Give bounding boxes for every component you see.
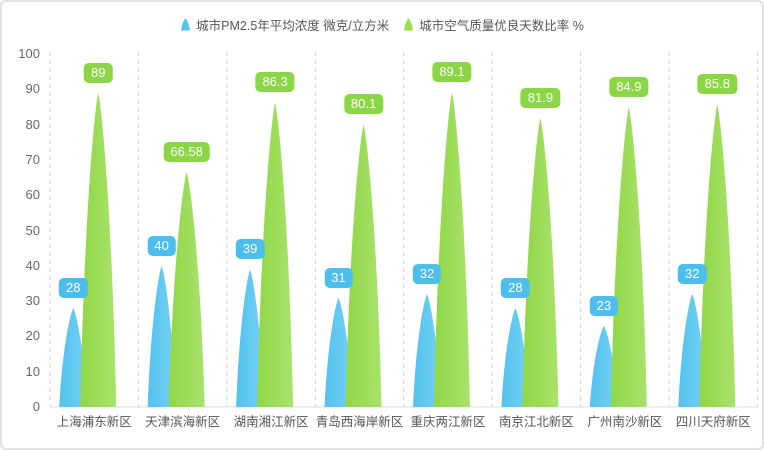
value-badge-pm25: 40 (147, 235, 176, 256)
value-badge-aqi-days: 66.58 (163, 141, 210, 162)
x-axis-label: 南京江北新区 (498, 415, 574, 429)
petal-pm25[interactable] (59, 308, 88, 407)
petal-pm25[interactable] (589, 325, 618, 407)
y-axis-label: 0 (32, 399, 40, 414)
value-badge-aqi-days: 85.8 (697, 74, 737, 95)
y-axis-label: 40 (25, 257, 40, 273)
y-axis-label: 20 (25, 328, 40, 344)
legend-item-aqi-days[interactable]: 城市空气质量优良天数比率 % (403, 15, 584, 34)
chart-legend: 城市PM2.5年平均浓度 微克/立方米 城市空气质量优良天数比率 % (2, 12, 762, 36)
y-axis-label: 30 (25, 293, 40, 309)
x-axis-label: 青岛西海岸新区 (315, 415, 404, 429)
x-axis-label: 上海浦东新区 (56, 415, 132, 429)
value-badge-pm25: 32 (412, 264, 442, 285)
y-axis-label: 90 (25, 81, 40, 97)
value-badge-pm25: 28 (58, 278, 88, 299)
value-badge-pm25: 32 (678, 264, 707, 285)
petal-aqi-days[interactable] (610, 107, 647, 407)
y-axis-label: 50 (25, 222, 40, 238)
value-badge-aqi-days: 89.1 (432, 62, 472, 83)
petal-aqi-days[interactable] (168, 171, 205, 407)
legend-label-aqi-days: 城市空气质量优良天数比率 % (419, 18, 584, 33)
petal-pm25[interactable] (236, 269, 265, 407)
value-badge-pm25: 23 (589, 295, 619, 316)
value-badge-pm25: 39 (235, 239, 265, 260)
value-badge-aqi-days: 81.9 (520, 87, 561, 108)
value-badge-pm25: 31 (324, 267, 353, 288)
petal-pm25[interactable] (147, 265, 176, 407)
legend-label-pm25: 城市PM2.5年平均浓度 微克/立方米 (196, 18, 390, 33)
petal-pm25[interactable] (678, 294, 707, 407)
y-axis-label: 70 (25, 151, 40, 167)
petal-pm25[interactable] (324, 297, 353, 407)
data-marks (59, 92, 736, 408)
petal-aqi-days[interactable] (433, 92, 470, 408)
petal-pm25[interactable] (501, 308, 530, 407)
y-axis-label: 10 (25, 363, 40, 379)
petal-aqi-days[interactable] (522, 117, 559, 407)
x-axis-label: 湖南湘江新区 (233, 415, 309, 429)
x-axis-label: 广州南沙新区 (587, 415, 663, 429)
x-axis-label: 四川天府新区 (675, 415, 751, 429)
petal-marker-icon (404, 18, 414, 30)
y-axis-label: 60 (25, 187, 40, 203)
y-axis-label: 100 (18, 46, 40, 61)
x-axis-label: 重庆两江新区 (410, 415, 486, 429)
petal-aqi-days[interactable] (345, 124, 382, 407)
legend-item-pm25[interactable]: 城市PM2.5年平均浓度 微克/立方米 (180, 15, 389, 34)
value-badge-aqi-days: 80.1 (343, 94, 384, 115)
petal-pm25[interactable] (412, 294, 441, 407)
petal-aqi-days[interactable] (699, 104, 736, 407)
petal-aqi-days[interactable] (80, 92, 117, 407)
value-badge-pm25: 28 (501, 278, 530, 299)
x-axis-label: 天津滨海新区 (145, 415, 221, 429)
y-axis-label: 80 (25, 116, 40, 132)
value-badge-aqi-days: 86.3 (255, 72, 295, 93)
value-badge-aqi-days: 84.9 (609, 77, 649, 98)
petal-marker-icon (181, 18, 191, 30)
value-badge-aqi-days: 89 (83, 62, 113, 83)
petal-aqi-days[interactable] (257, 102, 294, 408)
